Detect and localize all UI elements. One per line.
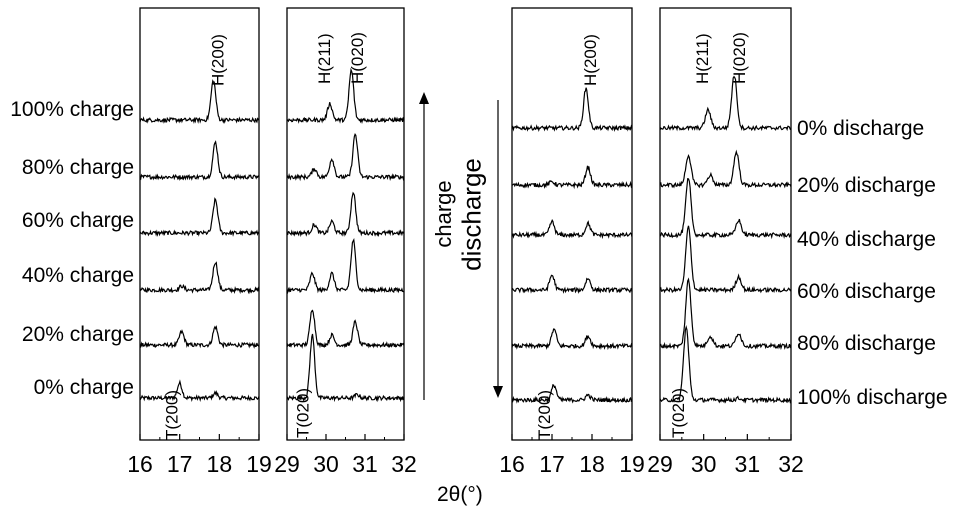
xrd-trace-3-4: [659, 277, 792, 351]
xrd-trace-0-3: [139, 197, 260, 237]
discharge-label-20: 20% discharge: [797, 174, 936, 197]
xrd-trace-2-1: [511, 165, 633, 190]
x-tick-label-0-1: 17: [167, 451, 193, 477]
charge-arrow-head: [419, 92, 429, 104]
x-tick-label-1-3: 32: [391, 451, 417, 477]
charge-label-80: 80% charge: [21, 156, 134, 179]
xrd-trace-1-2: [286, 237, 405, 295]
xrd-trace-2-2: [511, 219, 633, 240]
charge-direction-label: charge: [431, 180, 456, 248]
x-tick-label-0-0: 16: [127, 451, 153, 477]
xrd-trace-3-0: [659, 75, 792, 132]
x-tick-label-3-1: 30: [691, 451, 717, 477]
panel-frame-1: [286, 7, 405, 441]
xrd-trace-1-5: [286, 67, 405, 125]
xrd-trace-1-0: [286, 333, 405, 403]
peak-label-1-0: H(211): [315, 33, 334, 84]
xrd-trace-3-5: [659, 325, 792, 404]
xrd-trace-1-1: [286, 309, 405, 349]
x-tick-label-1-1: 30: [313, 451, 339, 477]
discharge-label-0: 0% discharge: [797, 117, 925, 140]
xrd-trace-0-0: [139, 379, 260, 403]
peak-label-2-0: H(200): [581, 34, 600, 86]
xrd-trace-2-5: [511, 383, 633, 404]
xrd-trace-3-2: [659, 177, 792, 240]
peak-label-0-0: H(200): [208, 34, 227, 86]
xrd-trace-0-1: [139, 325, 260, 349]
xrd-trace-1-4: [286, 132, 405, 182]
x-tick-label-0-3: 19: [246, 451, 272, 477]
peak-label-1-1: H(020): [348, 32, 367, 84]
discharge-label-100: 100% discharge: [797, 386, 948, 409]
charge-label-60: 60% charge: [21, 209, 134, 232]
x-tick-label-2-3: 19: [619, 451, 645, 477]
peak-label-2-1: T(200): [535, 390, 554, 440]
xrd-trace-0-2: [139, 261, 260, 295]
charge-label-40: 40% charge: [21, 264, 134, 287]
peak-label-0-1: T(200): [163, 390, 182, 440]
x-tick-label-3-2: 31: [735, 451, 761, 477]
xrd-trace-2-0: [511, 87, 633, 133]
x-tick-label-1-0: 29: [274, 451, 300, 477]
discharge-label-40: 40% discharge: [797, 228, 936, 251]
x-tick-label-2-1: 17: [539, 451, 565, 477]
panel-frame-0: [139, 7, 260, 441]
discharge-label-60: 60% discharge: [797, 280, 936, 303]
x-tick-label-3-0: 29: [647, 451, 673, 477]
x-tick-label-2-2: 18: [579, 451, 605, 477]
xrd-trace-0-4: [139, 140, 260, 181]
peak-label-3-2: T(020): [669, 388, 688, 438]
xrd-trace-0-5: [139, 79, 260, 125]
charge-label-20: 20% charge: [21, 323, 134, 346]
x-tick-label-2-0: 16: [499, 451, 525, 477]
x-tick-label-3-3: 32: [778, 451, 804, 477]
discharge-direction-label: discharge: [456, 158, 487, 271]
peak-label-1-2: T(020): [293, 388, 312, 438]
x-axis-title: 2θ(°): [437, 483, 483, 506]
x-tick-label-0-2: 18: [207, 451, 233, 477]
xrd-trace-2-4: [511, 328, 633, 351]
panel-frame-3: [659, 7, 792, 441]
peak-label-3-0: H(211): [693, 33, 712, 84]
x-tick-label-1-2: 31: [352, 451, 378, 477]
xrd-trace-3-1: [659, 149, 792, 189]
xrd-trace-2-3: [511, 274, 633, 294]
xrd-trace-3-3: [659, 225, 792, 294]
peak-label-3-1: H(020): [730, 32, 749, 84]
xrd-trace-1-3: [286, 191, 405, 238]
charge-label-0: 0% charge: [33, 376, 134, 399]
panel-frame-2: [511, 7, 633, 441]
discharge-label-80: 80% discharge: [797, 332, 936, 355]
charge-label-100: 100% charge: [10, 98, 134, 121]
discharge-arrow-head: [493, 386, 503, 398]
